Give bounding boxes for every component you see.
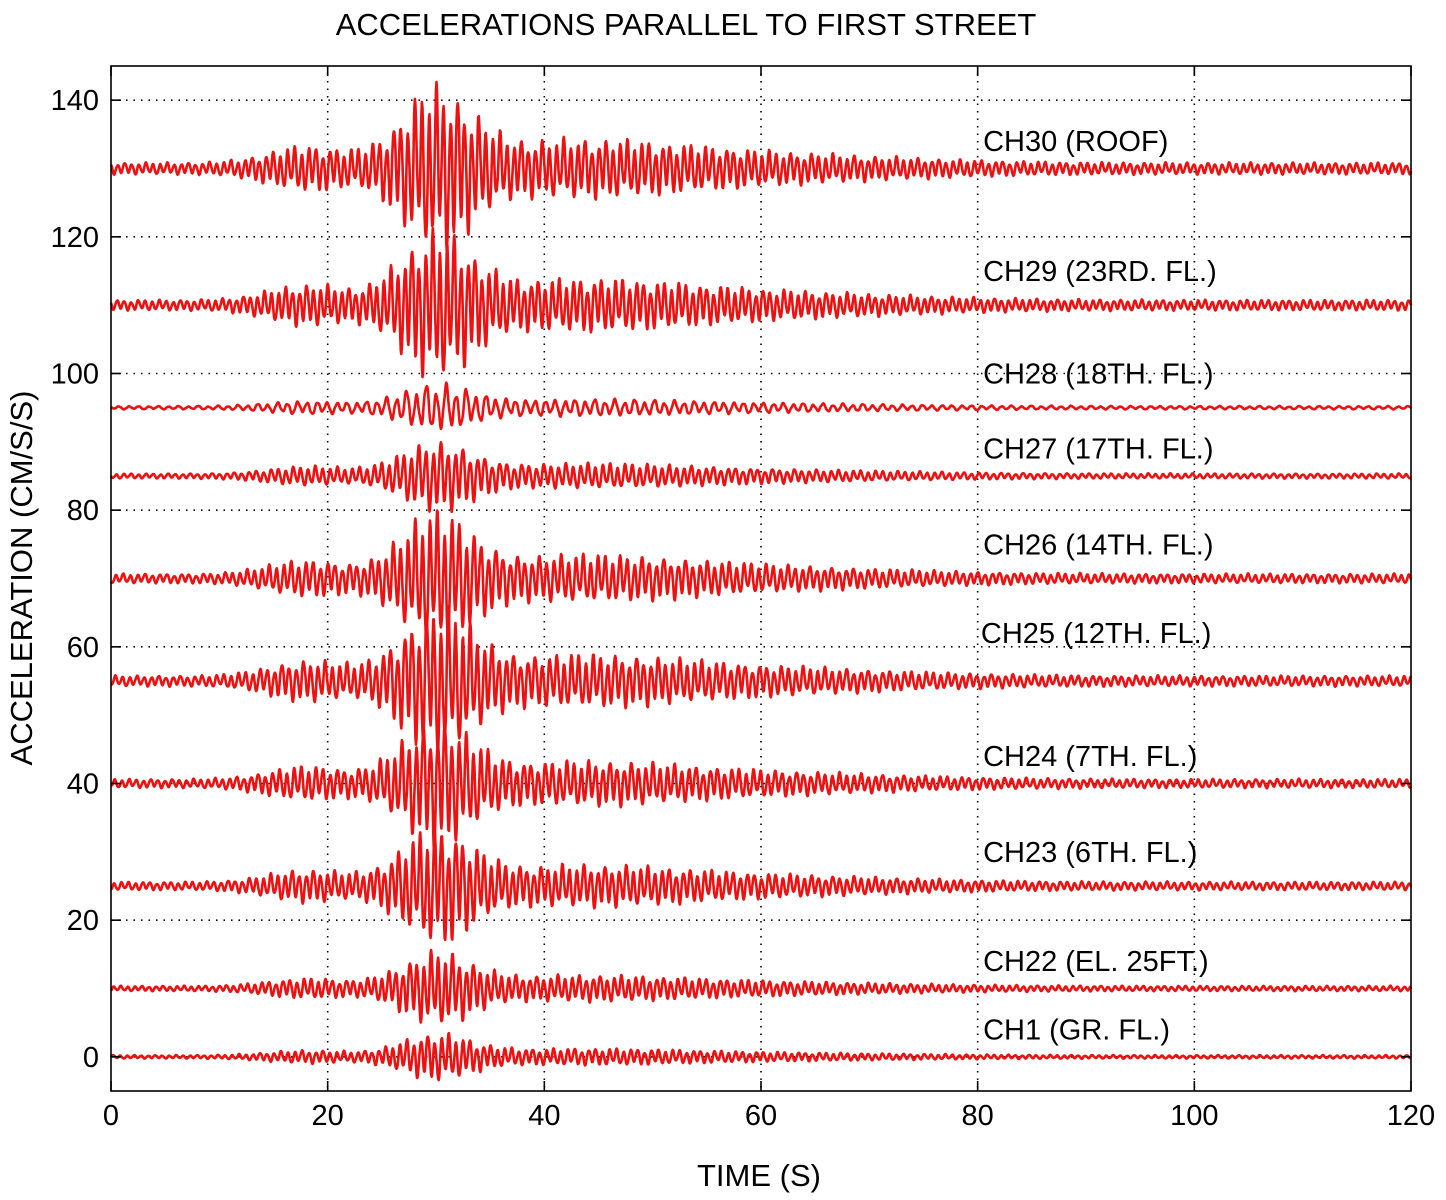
x-tick-label: 20 <box>312 1100 344 1132</box>
y-tick-label: 120 <box>51 222 99 254</box>
series-label: CH27 (17TH. FL.) <box>983 434 1213 466</box>
x-tick-label: 60 <box>745 1100 777 1132</box>
x-tick-label: 40 <box>528 1100 560 1132</box>
series-trace <box>109 441 1412 514</box>
series-label: CH30 (ROOF) <box>983 126 1168 158</box>
series-label: CH1 (GR. FL.) <box>983 1015 1170 1047</box>
series-label: CH23 (6TH. FL.) <box>983 837 1197 869</box>
x-tick-label: 0 <box>103 1100 119 1132</box>
series-trace <box>110 605 1413 753</box>
y-tick-label: 0 <box>83 1042 99 1074</box>
series-trace <box>110 381 1412 431</box>
series-label: CH29 (23RD. FL.) <box>983 256 1217 288</box>
y-tick-label: 80 <box>67 495 99 527</box>
axis-ticks: 0 20 40 60 80 100 120 0 20 40 60 80 100 120 140 <box>51 66 1435 1132</box>
series-labels: CH30 (ROOF) CH29 (23RD. FL.) CH28 (18TH. F… <box>981 126 1217 1046</box>
x-tick-label: 120 <box>1387 1100 1435 1132</box>
series-trace <box>109 1031 1412 1082</box>
x-tick-label: 80 <box>962 1100 994 1132</box>
y-tick-label: 140 <box>51 85 99 117</box>
series-trace <box>109 509 1413 638</box>
series-label: CH28 (18TH. FL.) <box>983 359 1213 391</box>
x-tick-label: 100 <box>1170 1100 1218 1132</box>
y-tick-label: 40 <box>67 769 99 801</box>
series-trace <box>109 948 1412 1024</box>
series-label: CH22 (EL. 25FT.) <box>983 946 1209 978</box>
series-traces <box>109 80 1413 1082</box>
series-trace <box>109 226 1413 379</box>
series-trace <box>110 724 1413 852</box>
y-tick-label: 100 <box>51 359 99 391</box>
series-label: CH24 (7TH. FL.) <box>983 741 1197 773</box>
y-tick-label: 60 <box>67 632 99 664</box>
series-label: CH26 (14TH. FL.) <box>983 529 1213 561</box>
series-trace <box>109 80 1413 252</box>
x-axis-label: TIME (S) <box>697 1158 821 1193</box>
y-tick-label: 20 <box>67 905 99 937</box>
series-trace <box>110 831 1413 942</box>
y-axis-label: ACCELERATION (CM/S/S) <box>4 391 39 766</box>
series-label: CH25 (12TH. FL.) <box>981 618 1211 650</box>
chart-title: ACCELERATIONS PARALLEL TO FIRST STREET <box>336 7 1037 42</box>
